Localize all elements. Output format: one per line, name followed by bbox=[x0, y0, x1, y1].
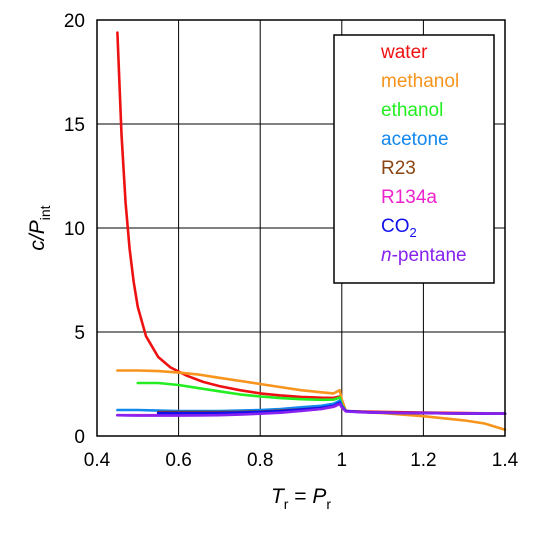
tick-labels: 0.4 0.6 0.8 1 1.2 1.4 0 5 10 15 20 bbox=[64, 11, 519, 471]
legend-entry: n-pentane bbox=[381, 245, 467, 266]
legend-entry: ethanol bbox=[381, 100, 443, 121]
legend-entry: R134a bbox=[381, 187, 437, 208]
x-tick-label: 1.2 bbox=[410, 450, 436, 471]
legend: water methanol ethanol acetone R23 R134a CO2 n-… bbox=[333, 34, 495, 284]
legend-entry: CO2 bbox=[381, 216, 417, 240]
legend-entry: methanol bbox=[381, 71, 459, 92]
y-tick-label: 15 bbox=[64, 115, 85, 136]
x-tick-label: 1 bbox=[337, 450, 348, 471]
x-tick-label: 0.4 bbox=[84, 450, 111, 471]
y-tick-label: 5 bbox=[74, 323, 85, 344]
legend-box bbox=[333, 34, 495, 284]
series-line-methanol bbox=[116, 369, 507, 432]
legend-entry: water bbox=[380, 42, 428, 63]
legend-entry: acetone bbox=[381, 129, 449, 150]
x-tick-label: 0.6 bbox=[165, 450, 191, 471]
series-line-n-pentane bbox=[116, 402, 507, 417]
y-tick-label: 20 bbox=[64, 11, 85, 32]
series-lines bbox=[116, 31, 507, 432]
y-tick-label: 10 bbox=[64, 219, 85, 240]
x-tick-label: 0.8 bbox=[247, 450, 273, 471]
x-axis-label: Tr = Pr bbox=[271, 485, 331, 512]
y-tick-label: 0 bbox=[74, 427, 85, 448]
y-axis-label: c/Pint bbox=[26, 205, 53, 250]
legend-entry: R23 bbox=[381, 158, 416, 179]
x-tick-label: 1.4 bbox=[492, 450, 519, 471]
plot-frame bbox=[96, 19, 506, 437]
